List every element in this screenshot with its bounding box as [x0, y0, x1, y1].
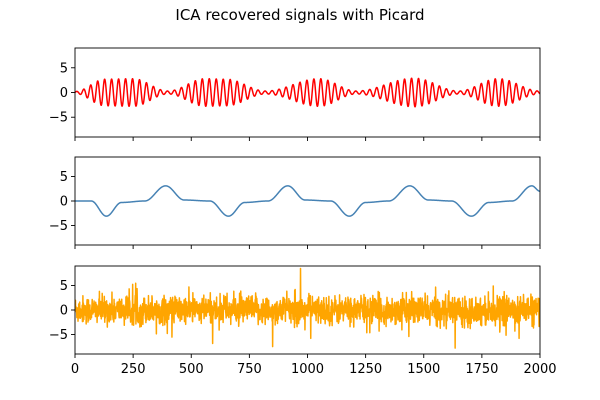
y-tick-label: 5 — [60, 61, 68, 76]
x-tick-label: 1000 — [291, 362, 324, 377]
x-tick-label: 250 — [121, 362, 146, 377]
y-tick-label: 0 — [60, 195, 68, 210]
x-tick-label: 1750 — [465, 362, 498, 377]
chart-title: ICA recovered signals with Picard — [175, 6, 424, 24]
x-tick-label: 500 — [179, 362, 204, 377]
y-tick-label: 0 — [60, 304, 68, 319]
y-tick-label: −5 — [49, 219, 68, 234]
subplot-3: 5 0 −5 0 250 500 750 1000 1250 1500 1750 2000 — [49, 265, 557, 377]
subplot-2: 5 0 −5 — [49, 156, 541, 249]
subplots: 5 0 −5 5 0 −5 5 0 −5 0 250 500 750 1000 1250 1500 1750 20… — [49, 47, 557, 377]
series-line-3 — [75, 267, 540, 349]
y-tick-label: 0 — [60, 86, 68, 101]
y-tick-label: 5 — [60, 279, 68, 294]
series-line-2 — [75, 185, 540, 217]
y-tick-label: 5 — [60, 170, 68, 185]
series-line-1 — [75, 77, 540, 108]
y-tick-label: −5 — [49, 328, 68, 343]
y-tick-label: −5 — [49, 111, 68, 126]
x-tick-label: 2000 — [523, 362, 556, 377]
x-tick-label: 0 — [71, 362, 79, 377]
x-tick-label: 1500 — [407, 362, 440, 377]
x-tick-label: 750 — [237, 362, 262, 377]
subplot-1: 5 0 −5 — [49, 47, 541, 141]
x-tick-label: 1250 — [349, 362, 382, 377]
